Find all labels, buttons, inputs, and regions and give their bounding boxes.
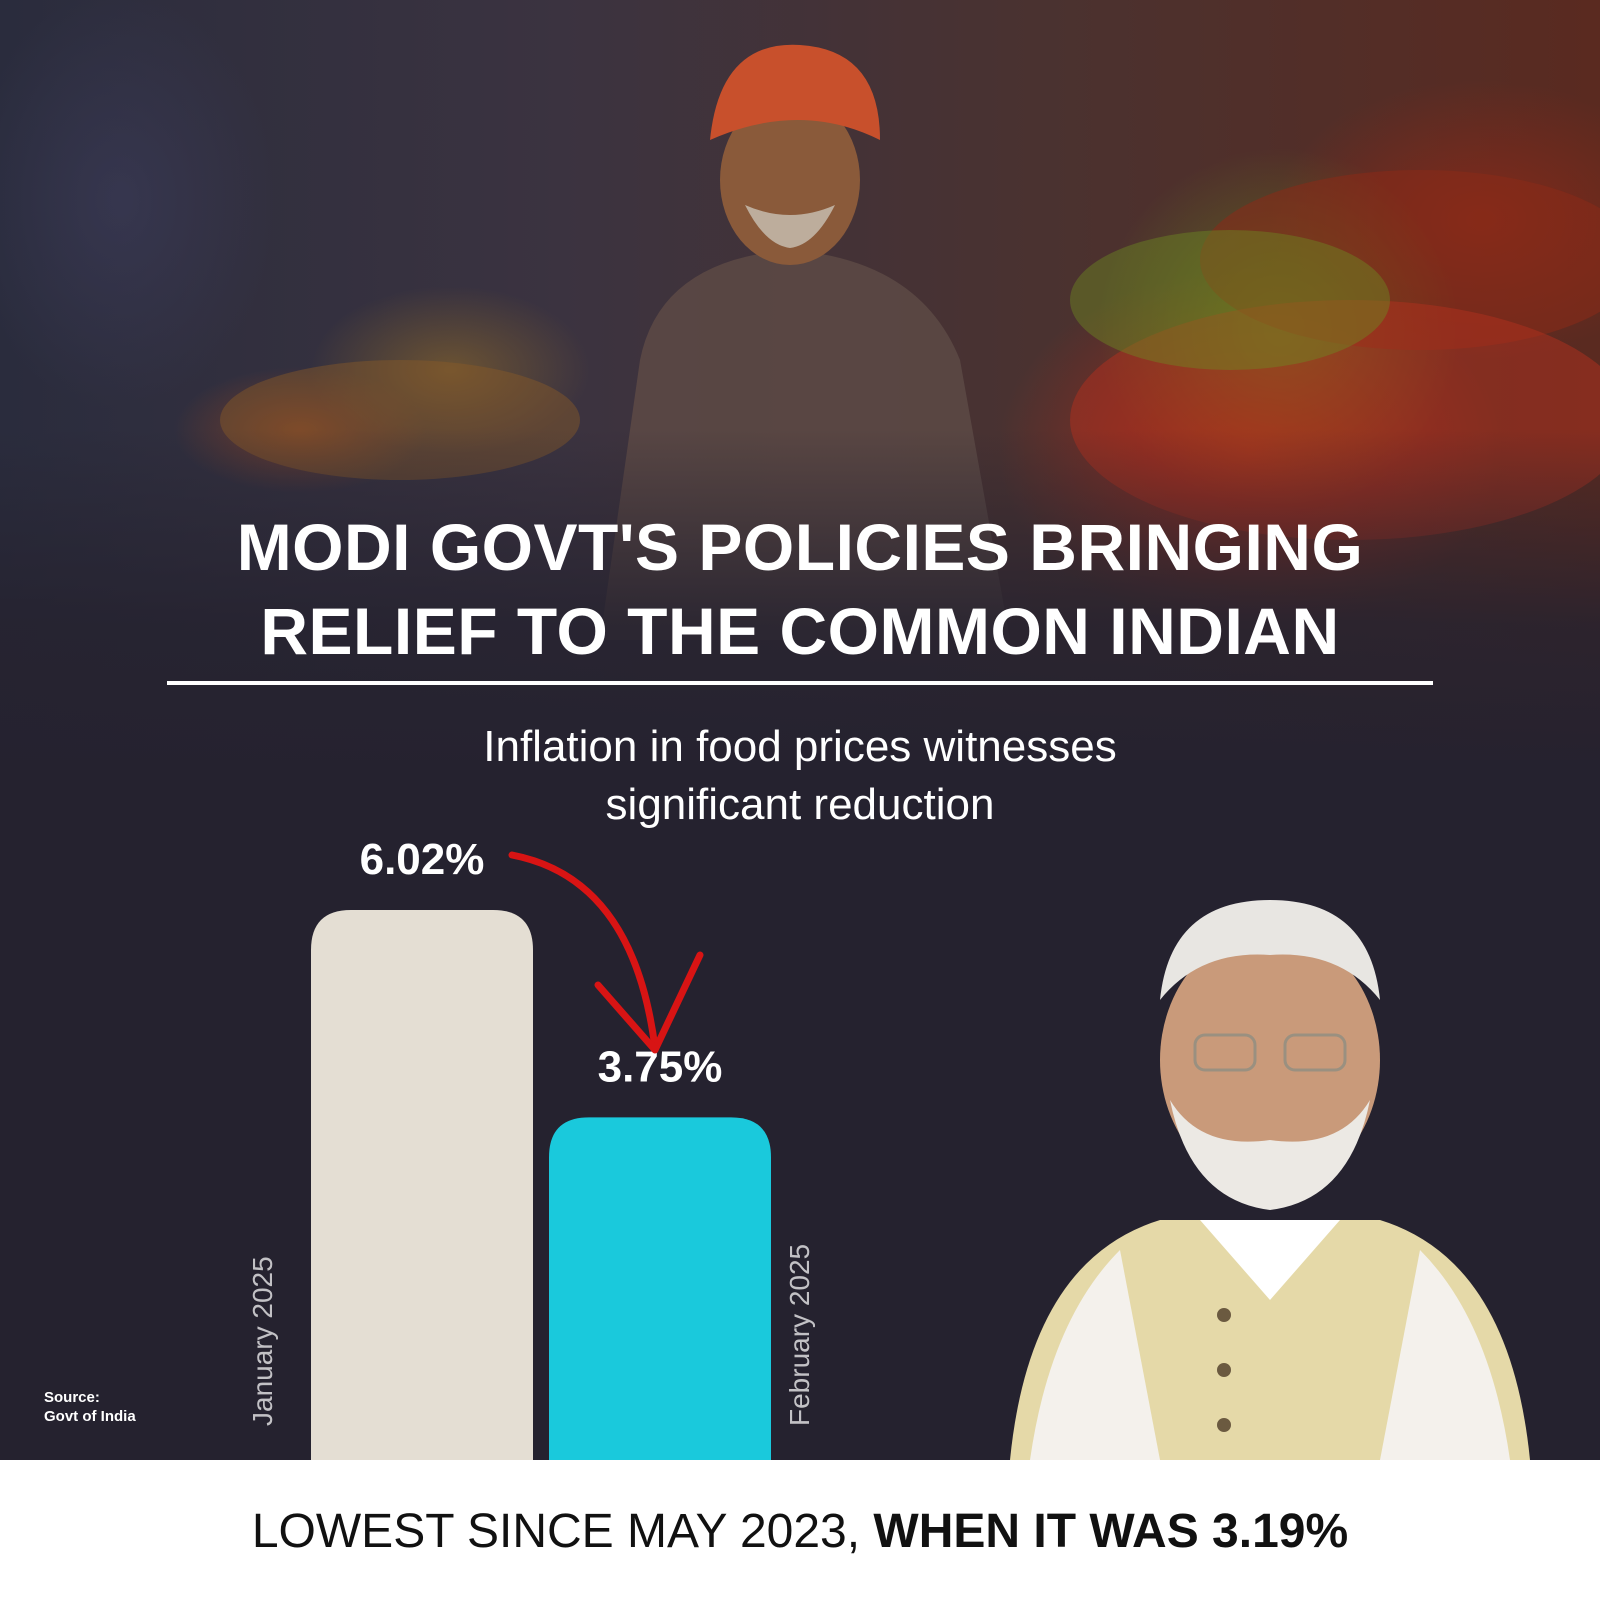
decline-arrowhead xyxy=(594,951,704,1054)
bar-february-2025 xyxy=(549,1117,771,1460)
footer-band xyxy=(0,1460,1600,1600)
bar-value-label: 3.75% xyxy=(598,1042,723,1091)
source-value: Govt of India xyxy=(44,1408,136,1425)
footer-bold-text: WHEN IT WAS 3.19% xyxy=(873,1505,1349,1558)
headline-divider xyxy=(167,681,1433,685)
subtitle-line-2: significant reduction xyxy=(605,780,995,829)
category-label: January 2025 xyxy=(247,1256,278,1426)
headline-line-1: MODI GOVT'S POLICIES BRINGING xyxy=(236,510,1364,584)
headline-line-2: RELIEF TO THE COMMON INDIAN xyxy=(260,594,1340,668)
headline: MODI GOVT'S POLICIES BRINGING RELIEF TO … xyxy=(0,505,1600,673)
subtitle-line-1: Inflation in food prices witnesses xyxy=(483,722,1117,771)
decline-arrow xyxy=(508,851,659,1052)
chart-subtitle: Inflation in food prices witnesses signi… xyxy=(0,718,1600,834)
footer-statement: LOWEST SINCE MAY 2023, WHEN IT WAS 3.19% xyxy=(0,1503,1600,1561)
category-label: February 2025 xyxy=(784,1244,815,1426)
footer-regular-text: LOWEST SINCE MAY 2023, xyxy=(251,1505,874,1558)
leader-portrait xyxy=(1010,900,1530,1460)
photo-fade-overlay xyxy=(0,0,1600,780)
bar-value-label: 6.02% xyxy=(360,835,485,884)
bar-january-2025 xyxy=(311,910,533,1460)
source-label: Source: xyxy=(44,1389,100,1406)
source-note: Source: Govt of India xyxy=(44,1388,136,1426)
